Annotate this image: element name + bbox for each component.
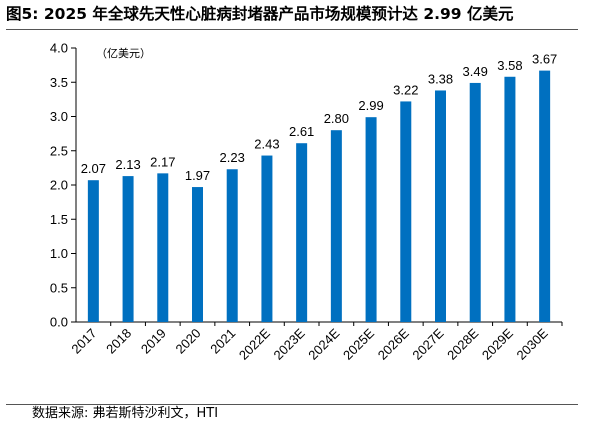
y-tick-label: 1.0 [50,246,68,261]
bottom-rule [6,404,578,405]
data-label: 2.99 [358,98,383,113]
bar [122,176,134,322]
data-label: 3.49 [463,64,488,79]
bar [469,82,481,322]
y-tick-label: 4.0 [50,41,68,56]
x-tick-label: 2024E [305,325,342,362]
bar [87,180,99,322]
x-tick-label: 2029E [479,325,516,362]
bar [400,101,412,323]
bar [330,130,342,322]
bar-chart: 2.07 2.13 2.17 1.97 2.23 2.43 2.61 2.80 2.99 3.22… [50,41,563,363]
bar [226,169,238,322]
bar [539,70,551,322]
y-tick-label: 0.0 [50,315,68,330]
x-tick-label: 2030E [514,325,551,362]
x-tick-label: 2022E [236,325,273,362]
x-tick-label: 2021 [207,326,238,357]
data-label: 3.38 [428,71,453,86]
data-label: 3.58 [497,58,522,73]
data-label: 2.13 [115,157,140,172]
bar [435,90,446,322]
x-tick-label: 2017 [68,326,99,357]
value-labels: 2.07 2.13 2.17 1.97 2.23 2.43 2.61 2.80 2.99 3.22… [81,52,558,183]
bar [192,187,203,322]
top-rule [6,29,578,30]
x-tick-label: 2018 [103,326,134,357]
unit-label: （亿美元） [96,47,151,60]
data-label: 3.67 [532,52,557,67]
bar [504,76,516,322]
x-tick-label: 2019 [138,326,169,357]
bars [87,70,551,323]
y-tick-labels: 0.0 0.5 1.0 1.5 2.0 2.5 3.0 3.5 4.0 [50,41,68,330]
y-tick-label: 2.5 [50,143,68,158]
data-label: 2.07 [81,161,106,176]
x-tick-label: 2020 [173,326,204,357]
data-label: 1.97 [185,168,210,183]
y-tick-label: 0.5 [50,280,68,295]
bar [261,155,273,322]
x-tick-label: 2026E [375,325,412,362]
x-tick-label: 2027E [409,325,446,362]
figure-title: 图5: 2025 年全球先天性心脏病封堵器产品市场规模预计达 2.99 亿美元 [6,5,514,23]
y-tick-label: 1.5 [50,212,68,227]
data-label: 2.80 [324,111,349,126]
data-label: 3.22 [393,82,418,97]
x-tick-label: 2025E [340,325,377,362]
x-tick-label: 2023E [271,325,308,362]
data-label: 2.23 [220,150,245,165]
source-note: 数据来源: 弗若斯特沙利文，HTI [32,406,219,421]
bar [157,173,169,322]
bar [296,143,308,322]
data-label: 2.61 [289,124,314,139]
y-tick-label: 3.5 [50,75,68,90]
bar [365,117,377,322]
data-label: 2.17 [150,154,175,169]
axes [71,47,563,326]
data-label: 2.43 [254,137,279,152]
y-tick-label: 2.0 [50,178,68,193]
x-tick-labels: 2017 2018 2019 2020 20212022E2023E2024E2025E… [68,325,551,362]
y-tick-label: 3.0 [50,109,68,124]
x-tick-label: 2028E [444,325,481,362]
